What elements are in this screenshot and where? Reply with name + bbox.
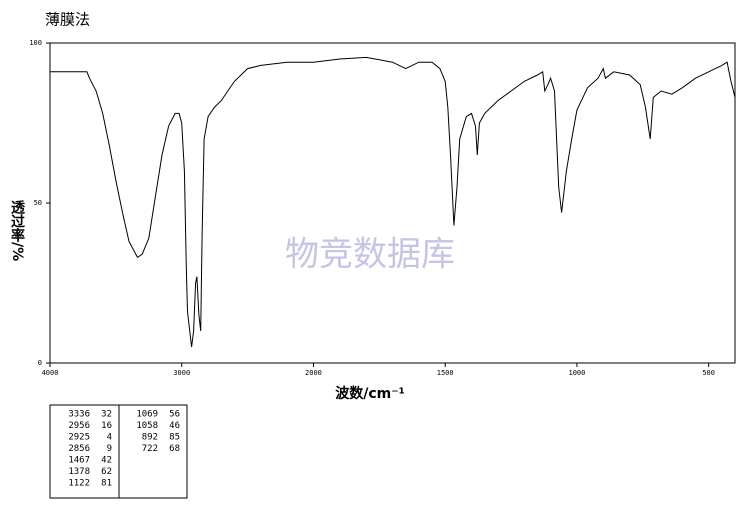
plot-frame xyxy=(49,42,736,364)
peak-wavenumber: 1378 xyxy=(68,467,90,477)
peak-transmittance: 32 xyxy=(101,410,112,420)
peak-wavenumber: 1058 xyxy=(136,421,158,431)
y-tick-label: 0 xyxy=(38,359,42,367)
x-tick-label: 1000 xyxy=(568,369,585,377)
x-tick-label: 2000 xyxy=(305,369,322,377)
x-tick-label: 4000 xyxy=(42,369,59,377)
peak-transmittance: 42 xyxy=(101,456,112,466)
peak-wavenumber: 2956 xyxy=(68,421,90,431)
peak-wavenumber: 3336 xyxy=(68,410,90,420)
peak-transmittance: 9 xyxy=(107,444,112,454)
peak-transmittance: 81 xyxy=(101,479,112,489)
spectrum-line xyxy=(50,56,736,348)
peak-wavenumber: 2856 xyxy=(68,444,90,454)
chart-title: 薄膜法 xyxy=(45,11,90,29)
y-tick-label: 100 xyxy=(29,39,42,47)
peak-wavenumber: 1122 xyxy=(68,479,90,489)
y-axis-label: 透过率/% xyxy=(9,200,25,261)
x-tick-label: 1500 xyxy=(437,369,454,377)
watermark: 物竞数据库 xyxy=(285,235,455,275)
peak-transmittance: 68 xyxy=(169,444,180,454)
peak-transmittance: 56 xyxy=(169,410,180,420)
peak-wavenumber: 2925 xyxy=(68,433,90,443)
y-tick-label: 50 xyxy=(34,199,42,207)
peak-transmittance: 85 xyxy=(169,433,180,443)
peak-transmittance: 4 xyxy=(107,433,112,443)
peak-wavenumber: 1467 xyxy=(68,456,90,466)
x-axis-label: 波数/cm⁻¹ xyxy=(335,385,405,402)
peak-wavenumber: 722 xyxy=(142,444,158,454)
peak-transmittance: 16 xyxy=(101,421,112,431)
peak-transmittance: 62 xyxy=(101,467,112,477)
peak-transmittance: 46 xyxy=(169,421,180,431)
x-tick-label: 500 xyxy=(702,369,715,377)
peak-wavenumber: 1069 xyxy=(136,410,158,420)
x-tick-label: 3000 xyxy=(173,369,190,377)
peak-wavenumber: 892 xyxy=(142,433,158,443)
